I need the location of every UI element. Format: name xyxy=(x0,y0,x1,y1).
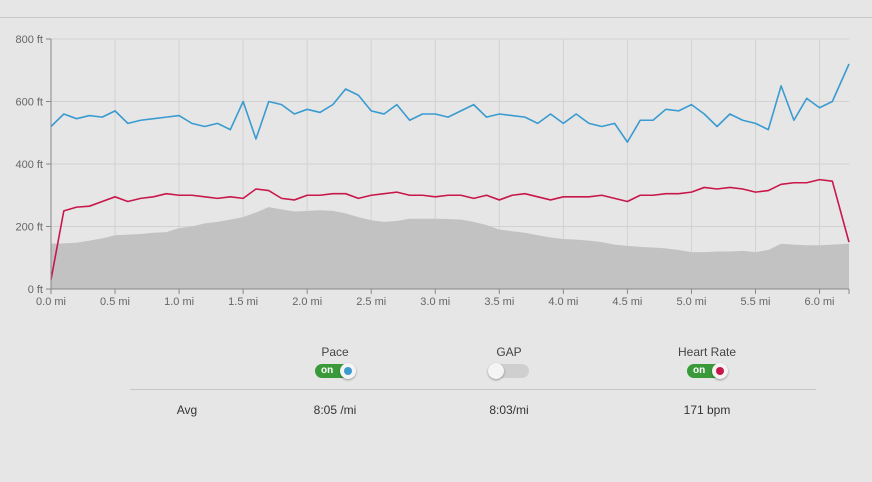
y-tick-label: 600 ft xyxy=(15,97,43,109)
x-tick-label: 5.5 mi xyxy=(741,296,771,308)
x-tick-label: 3.0 mi xyxy=(420,296,450,308)
pace-control: Pace on xyxy=(275,345,395,379)
x-tick-label: 1.0 mi xyxy=(164,296,194,308)
x-tick-label: 1.5 mi xyxy=(228,296,258,308)
x-tick-label: 2.0 mi xyxy=(292,296,322,308)
top-divider xyxy=(0,17,872,18)
pace-line xyxy=(50,63,850,143)
pace-toggle[interactable]: on xyxy=(315,363,356,379)
x-tick-label: 4.0 mi xyxy=(548,296,578,308)
heart-rate-label: Heart Rate xyxy=(677,345,737,359)
pace-color-dot xyxy=(344,367,352,375)
y-tick-label: 0 ft xyxy=(28,284,43,296)
x-tick-label: 0.5 mi xyxy=(100,296,130,308)
heart-rate-color-dot xyxy=(716,367,724,375)
x-tick-label: 2.5 mi xyxy=(356,296,386,308)
avg-gap: 8:03/mi xyxy=(489,403,529,417)
x-tick-label: 3.5 mi xyxy=(484,296,514,308)
y-tick-label: 800 ft xyxy=(15,34,43,46)
avg-heart-rate: 171 bpm xyxy=(683,403,731,417)
pace-label: Pace xyxy=(321,345,349,359)
y-tick-label: 400 ft xyxy=(15,159,43,171)
elevation-area xyxy=(51,207,849,289)
heart-rate-line xyxy=(50,178,850,280)
gap-label: GAP xyxy=(496,345,522,359)
gap-control: GAP xyxy=(449,345,569,379)
x-tick-label: 6.0 mi xyxy=(805,296,835,308)
x-tick-label: 0.0 mi xyxy=(36,296,66,308)
avg-pace: 8:05 /mi xyxy=(313,403,357,417)
avg-label: Avg xyxy=(176,403,198,417)
stats-divider xyxy=(130,389,816,390)
x-tick-label: 5.0 mi xyxy=(676,296,706,308)
y-tick-label: 200 ft xyxy=(15,222,43,234)
toggle-on-text: on xyxy=(321,365,334,376)
heart-rate-control: Heart Rate on xyxy=(647,345,767,379)
heart-rate-toggle[interactable]: on xyxy=(687,363,728,379)
elevation-pace-hr-chart[interactable]: 0 ft 200 ft 400 ft 600 ft 800 ft 0.0 mi 0.5 mi… xyxy=(0,0,872,320)
gap-toggle[interactable] xyxy=(488,363,529,379)
toggle-on-text: on xyxy=(693,365,706,376)
x-tick-label: 4.5 mi xyxy=(612,296,642,308)
